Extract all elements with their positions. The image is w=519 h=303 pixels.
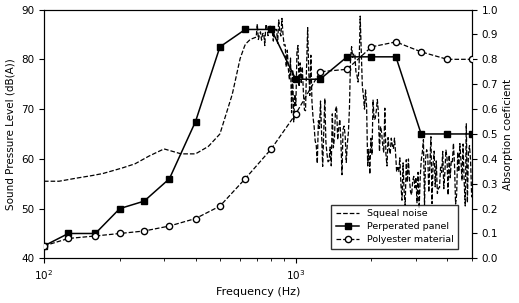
Polyester material (65, 237, 72, 240)
Y-axis label: Absorption coeficient: Absorption coeficient (503, 78, 513, 189)
Squeal noise (469, 195, 475, 199)
Perperated panel (242, 28, 248, 31)
Perperated panel (117, 207, 123, 210)
Polyester material (393, 40, 399, 44)
Perperated panel (368, 55, 375, 59)
Polyester material (41, 244, 47, 248)
Polyester material (92, 234, 99, 238)
Perperated panel (418, 132, 424, 136)
Polyester material (293, 112, 299, 116)
Perperated panel (268, 28, 275, 31)
Line: Squeal noise: Squeal noise (44, 16, 472, 209)
Perperated panel (166, 177, 172, 181)
Squeal noise (92, 173, 99, 177)
Polyester material (242, 177, 248, 181)
Polyester material (444, 58, 450, 61)
Perperated panel (41, 244, 47, 248)
Y-axis label: Sound Pressure Level (dB(A)): Sound Pressure Level (dB(A)) (6, 58, 16, 210)
Squeal noise (350, 55, 356, 59)
Perperated panel (344, 55, 350, 59)
Polyester material (344, 68, 350, 71)
Perperated panel (217, 45, 223, 49)
Perperated panel (65, 232, 72, 235)
Polyester material (317, 70, 323, 74)
Polyester material (418, 50, 424, 54)
Polyester material (141, 229, 147, 233)
Polyester material (193, 217, 199, 220)
Squeal noise (352, 52, 358, 56)
Squeal noise (357, 14, 363, 18)
Squeal noise (180, 152, 186, 156)
Perperated panel (293, 77, 299, 81)
Perperated panel (317, 77, 323, 81)
Perperated panel (444, 132, 450, 136)
Perperated panel (193, 120, 199, 123)
Squeal noise (41, 179, 47, 183)
Squeal noise (416, 207, 422, 211)
Perperated panel (393, 55, 399, 59)
Polyester material (166, 224, 172, 228)
X-axis label: Frequency (Hz): Frequency (Hz) (215, 288, 300, 298)
Line: Perperated panel: Perperated panel (41, 26, 475, 249)
Polyester material (268, 147, 275, 151)
Squeal noise (210, 139, 216, 143)
Perperated panel (141, 199, 147, 203)
Line: Polyester material: Polyester material (41, 39, 475, 249)
Polyester material (469, 58, 475, 61)
Polyester material (217, 204, 223, 208)
Polyester material (117, 232, 123, 235)
Legend: Squeal noise, Perperated panel, Polyester material: Squeal noise, Perperated panel, Polyeste… (331, 205, 458, 249)
Perperated panel (469, 132, 475, 136)
Perperated panel (92, 232, 99, 235)
Polyester material (368, 45, 375, 49)
Squeal noise (310, 115, 316, 119)
